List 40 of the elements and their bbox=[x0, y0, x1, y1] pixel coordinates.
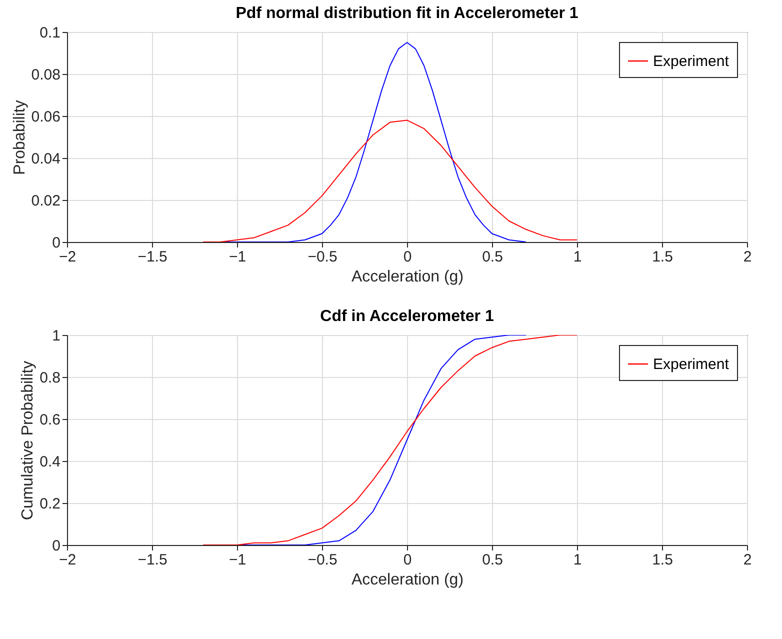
y-tick-label: 0.08 bbox=[31, 66, 60, 84]
x-tick-label: 0 bbox=[403, 248, 412, 266]
x-tick-label: 2 bbox=[743, 552, 752, 568]
y-tick-label: 0.4 bbox=[40, 454, 60, 470]
x-tick-label: −0.5 bbox=[308, 248, 338, 266]
x-tick-label: −1.5 bbox=[138, 552, 168, 568]
y-axis-title: Probability bbox=[11, 100, 28, 175]
line-series bbox=[202, 335, 578, 545]
x-tick-label: 1.5 bbox=[652, 552, 673, 568]
x-tick-label: 1 bbox=[573, 552, 582, 568]
chart-title: Pdf normal distribution fit in Accelerometer 1 bbox=[236, 5, 578, 22]
y-tick-label: 0.02 bbox=[31, 192, 60, 210]
x-tick-label: −2 bbox=[58, 248, 76, 266]
y-axis-title: Cumulative Probability bbox=[20, 360, 37, 520]
x-tick-label: −0.5 bbox=[308, 552, 338, 568]
legend-label: Experiment bbox=[653, 356, 730, 373]
y-tick-label: 0.2 bbox=[40, 496, 60, 512]
line-series bbox=[202, 120, 578, 242]
x-tick-label: −1 bbox=[228, 248, 246, 266]
y-tick-label: 0.06 bbox=[31, 108, 60, 126]
y-tick-label: 0.1 bbox=[40, 24, 60, 42]
y-tick-label: 0 bbox=[52, 234, 60, 252]
x-tick-label: 2 bbox=[743, 248, 752, 266]
x-tick-label: −2 bbox=[58, 552, 76, 568]
chart-title: Cdf in Accelerometer 1 bbox=[320, 308, 494, 325]
legend-label: Experiment bbox=[653, 53, 730, 70]
y-tick-label: 0 bbox=[52, 538, 60, 554]
x-tick-label: −1 bbox=[228, 552, 246, 568]
y-tick-label: 0.6 bbox=[40, 412, 60, 428]
y-tick-label: 0.8 bbox=[40, 370, 60, 386]
x-tick-label: 1.5 bbox=[652, 248, 673, 266]
x-tick-label: 1 bbox=[573, 248, 582, 266]
x-tick-label: 0 bbox=[403, 552, 412, 568]
x-axis-title: Acceleration (g) bbox=[351, 268, 464, 286]
x-tick-label: 0.5 bbox=[482, 248, 503, 266]
y-tick-label: 0.04 bbox=[31, 150, 60, 168]
x-axis-title: Acceleration (g) bbox=[351, 572, 464, 588]
x-tick-label: 0.5 bbox=[482, 552, 503, 568]
x-tick-label: −1.5 bbox=[138, 248, 168, 266]
y-tick-label: 1 bbox=[52, 328, 60, 344]
